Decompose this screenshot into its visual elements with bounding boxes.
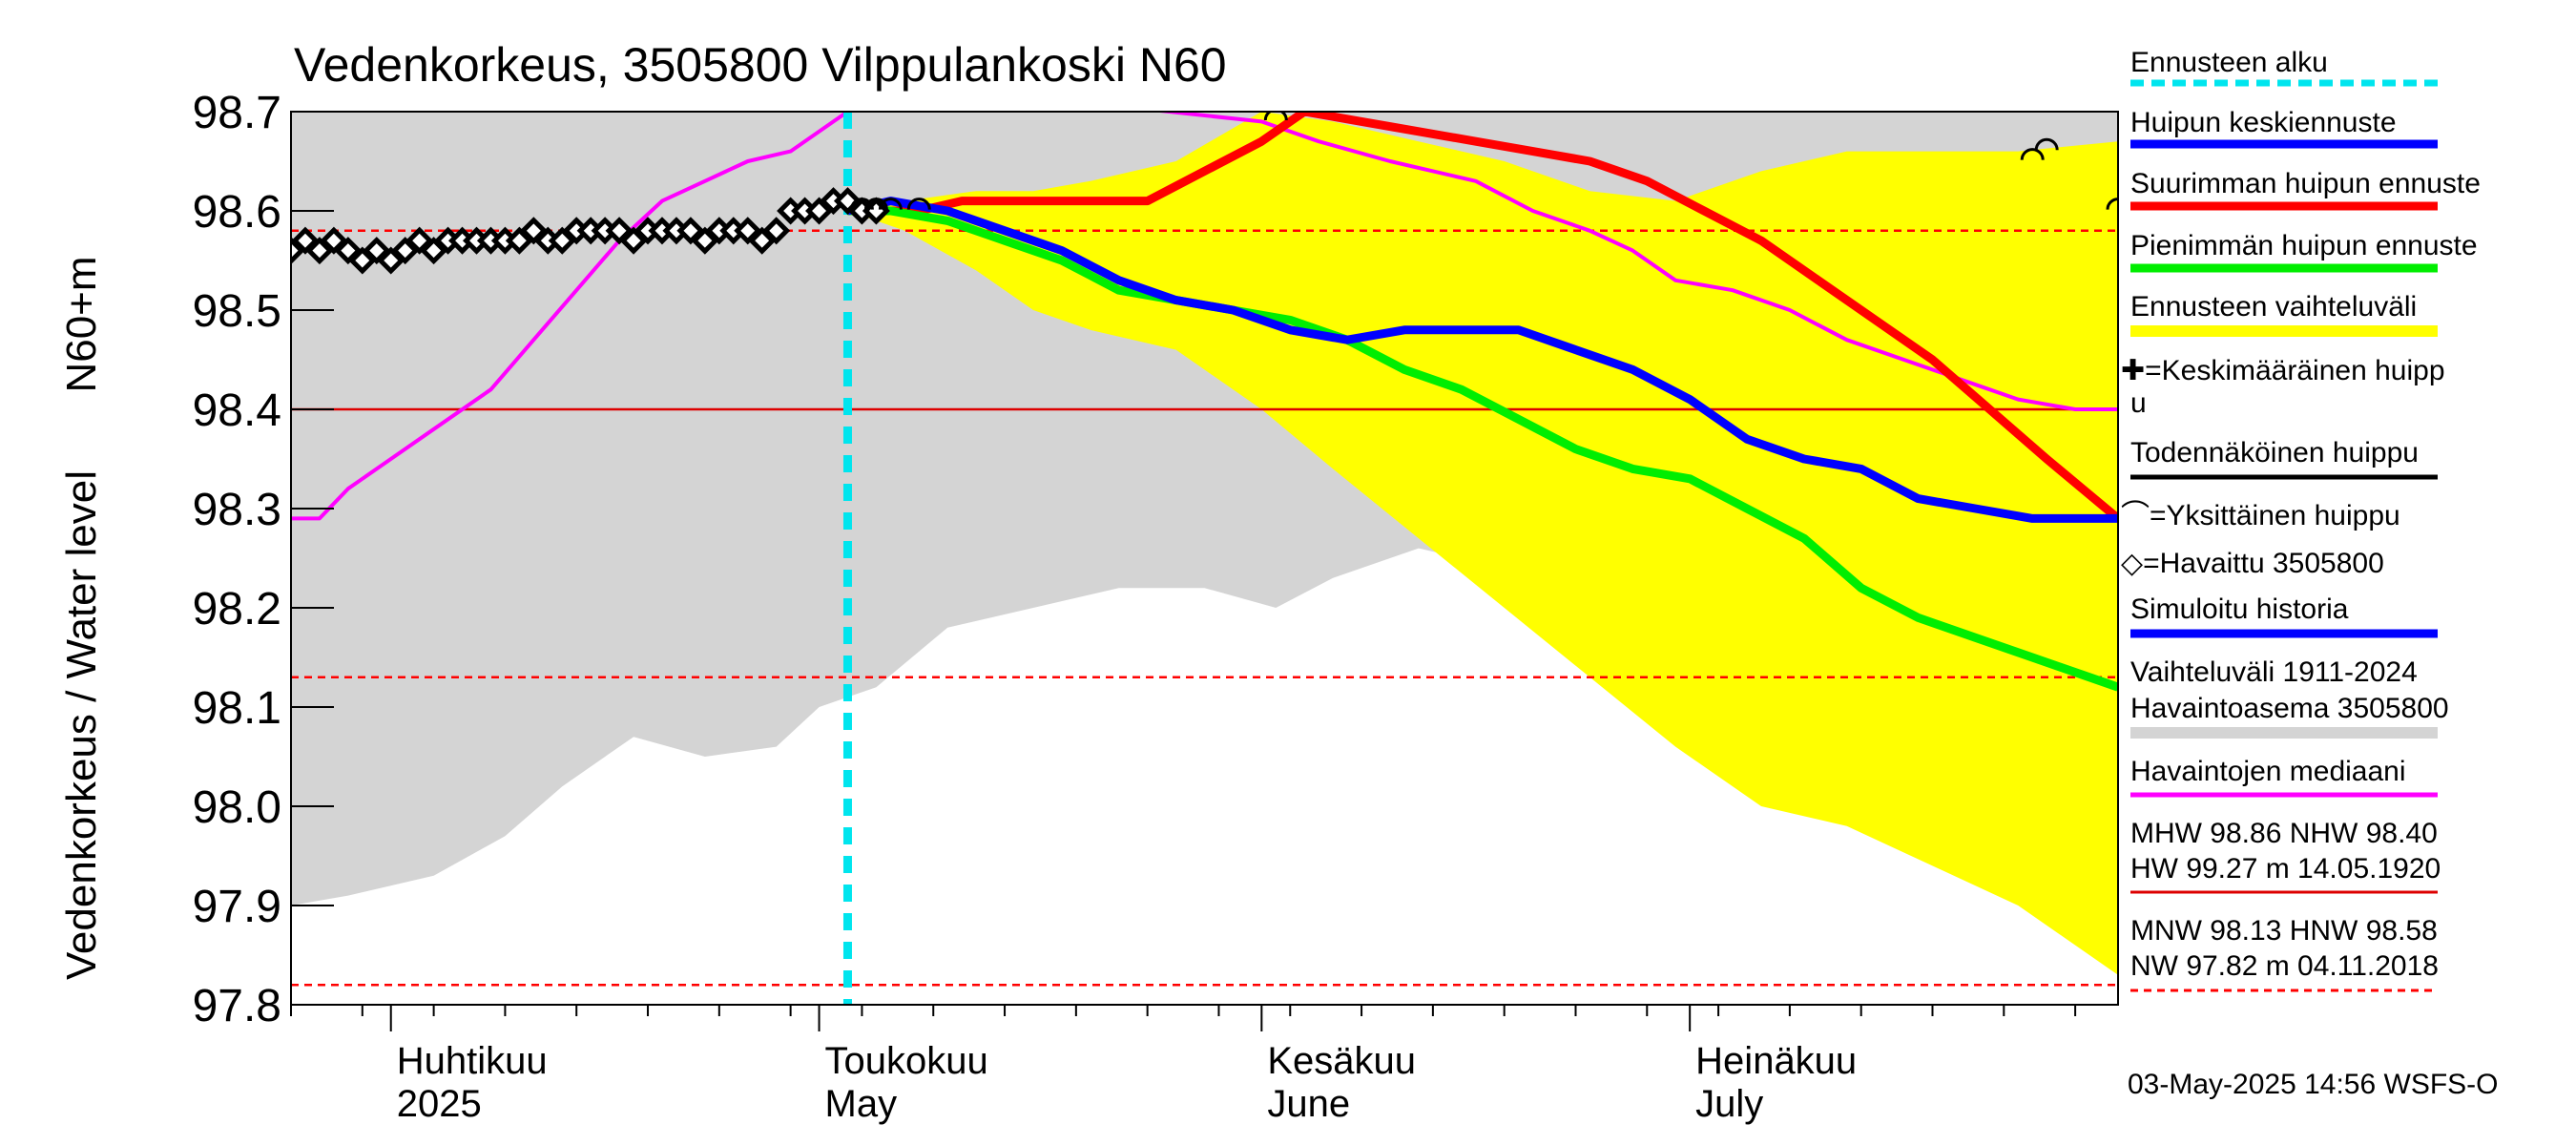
min-peak-forecast-line bbox=[847, 206, 2118, 692]
legend-label-median: Havaintojen mediaani bbox=[2130, 756, 2406, 787]
single-peak-marker bbox=[849, 198, 874, 210]
observed-point bbox=[320, 226, 348, 255]
y-tick-label: 98.3 bbox=[193, 485, 281, 535]
y-tick-label: 97.8 bbox=[193, 981, 281, 1031]
single-peak-markers bbox=[849, 112, 2118, 210]
legend-label-average-peak: ✚=Keskimääräinen huipp bbox=[2121, 355, 2445, 386]
y-tick-label: 98.5 bbox=[193, 286, 281, 337]
legend-label-mean-forecast: Huipun keskiennuste bbox=[2130, 107, 2397, 138]
y-tick-label: 98.0 bbox=[193, 782, 281, 833]
plot-area bbox=[291, 112, 2118, 1005]
month-label-en: June bbox=[1267, 1083, 1350, 1125]
month-label-en: 2025 bbox=[397, 1083, 482, 1125]
forecast-range-band bbox=[847, 112, 2118, 975]
y-axis-title: Vedenkorkeus / Water level bbox=[58, 470, 105, 980]
legend-label-max-forecast: Suurimman huipun ennuste bbox=[2130, 168, 2481, 199]
median-series-line bbox=[291, 112, 2118, 521]
legend: Ennusteen alku Huipun keskiennuste Suuri… bbox=[2121, 47, 2481, 992]
observed-point bbox=[762, 217, 791, 245]
reference-lines bbox=[291, 229, 2118, 987]
single-peak-marker bbox=[878, 198, 903, 210]
stats-low-line2: NW 97.82 m 04.11.2018 bbox=[2130, 950, 2439, 982]
single-peak-marker bbox=[2106, 198, 2118, 210]
x-axis bbox=[290, 1005, 2077, 1031]
footer-timestamp: 03-May-2025 14:56 WSFS-O bbox=[2128, 1069, 2499, 1100]
legend-label-forecast-start: Ennusteen alku bbox=[2130, 47, 2328, 78]
single-peak-marker bbox=[906, 198, 931, 210]
month-label-fi: Toukokuu bbox=[825, 1040, 988, 1082]
single-peak-marker bbox=[1263, 112, 1288, 121]
single-peak-marker bbox=[2020, 148, 2045, 160]
observed-point bbox=[291, 226, 320, 255]
legend-label-average-peak-cont: u bbox=[2130, 387, 2147, 419]
month-label-fi: Kesäkuu bbox=[1267, 1040, 1416, 1082]
y-tick-label: 98.4 bbox=[193, 385, 281, 436]
single-peak-marker bbox=[2034, 137, 2059, 151]
observed-point bbox=[405, 226, 434, 255]
month-label-fi: Huhtikuu bbox=[397, 1040, 548, 1082]
month-label-en: May bbox=[825, 1083, 898, 1125]
y-tick-label: 98.6 bbox=[193, 187, 281, 238]
single-peak-marker bbox=[863, 198, 888, 210]
y-tick-label: 98.2 bbox=[193, 584, 281, 635]
month-label-en: July bbox=[1695, 1083, 1763, 1125]
legend-label-single-peak: ⌒=Yksittäinen huippu bbox=[2121, 500, 2400, 531]
legend-label-min-forecast: Pienimmän huipun ennuste bbox=[2130, 230, 2478, 261]
mean-peak-forecast-line bbox=[846, 197, 2118, 523]
stats-high-line1: MHW 98.86 NHW 98.40 bbox=[2130, 818, 2438, 849]
y-tick-label: 98.1 bbox=[193, 683, 281, 734]
plot-frame bbox=[290, 111, 2119, 1006]
stats-low-line1: MNW 98.13 HNW 98.58 bbox=[2130, 915, 2438, 947]
max-peak-forecast-line bbox=[847, 112, 2118, 522]
legend-label-simulated-history: Simuloitu historia bbox=[2130, 593, 2349, 625]
legend-label-probable-peak: Todennäköinen huippu bbox=[2130, 437, 2419, 468]
y-tick-label: 98.7 bbox=[193, 88, 281, 138]
chart-title: Vedenkorkeus, 3505800 Vilppulankoski N60 bbox=[294, 38, 1227, 92]
y-axis: 97.8 97.9 98.0 98.1 98.2 98.3 98.4 98.5 98.6 98.7 bbox=[193, 88, 334, 1031]
y-tick-label: 97.9 bbox=[193, 882, 281, 932]
legend-label-observed: ◇=Havaittu 3505800 bbox=[2121, 548, 2384, 579]
legend-label-historical-range: Vaihteluväli 1911-2024 bbox=[2130, 656, 2418, 688]
observed-markers bbox=[291, 187, 890, 275]
legend-label-forecast-range: Ennusteen vaihteluväli bbox=[2130, 291, 2417, 323]
stats-high-line2: HW 99.27 m 14.05.1920 bbox=[2130, 853, 2441, 885]
month-label-fi: Heinäkuu bbox=[1695, 1040, 1857, 1082]
legend-label-historical-range-cont: Havaintoasema 3505800 bbox=[2130, 693, 2449, 724]
y-axis-unit-label: N60+m bbox=[58, 256, 105, 392]
